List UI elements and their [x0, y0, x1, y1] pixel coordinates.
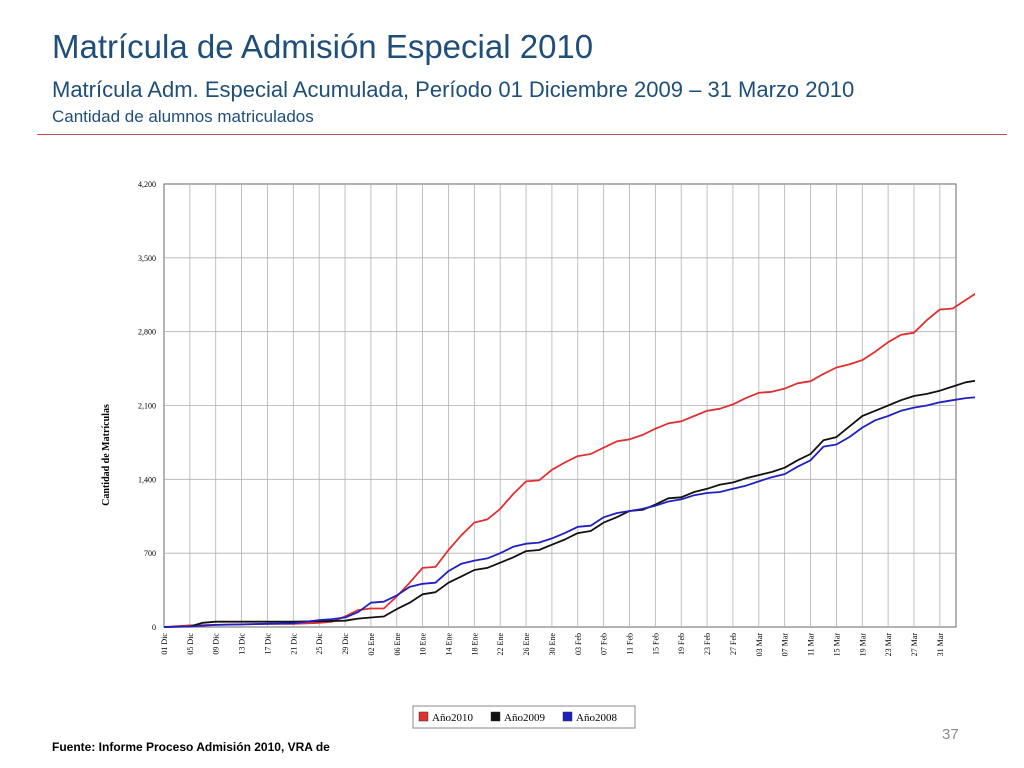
y-tick-labels: 0 700 1,400 2,100 2,800 3,500 4,200: [138, 180, 156, 632]
x-tick-label: 03 Mar: [755, 633, 764, 657]
x-tick-label: 15 Mar: [832, 633, 841, 657]
x-tick-label: 07 Mar: [781, 633, 790, 657]
x-tick-label: 02 Ene: [367, 633, 376, 656]
x-tick-labels: 01 Dic 05 Dic 09 Dic 13 Dic 17 Dic 21 Dic 25 D…: [160, 633, 945, 657]
enrollment-line-chart: Cantidad de Matrículas 0 700 1,400 2,100 2,8…: [101, 180, 975, 729]
y-tick-label: 2,800: [138, 328, 156, 337]
legend-label: Año2009: [504, 712, 545, 724]
x-tick-label: 29 Dic: [341, 633, 350, 655]
x-tick-label: 30 Ene: [548, 633, 557, 656]
slide-title: Matrícula de Admisión Especial 2010: [52, 28, 594, 65]
legend-label: Año2008: [576, 712, 617, 724]
x-tick-label: 09 Dic: [212, 633, 221, 655]
x-tick-label: 03 Feb: [574, 633, 583, 655]
slide-caption: Cantidad de alumnos matriculados: [52, 107, 314, 126]
series-line-año2008: [163, 396, 975, 628]
x-tick-label: 05 Dic: [186, 633, 195, 655]
x-tick-label: 13 Dic: [238, 633, 247, 655]
x-tick-label: 31 Mar: [936, 633, 945, 657]
x-tick-label: 25 Dic: [315, 633, 324, 655]
x-tick-label: 14 Ene: [444, 633, 453, 656]
y-tick-label: 2,100: [138, 402, 156, 411]
y-tick-label: 3,500: [138, 254, 156, 263]
x-tick-label: 21 Dic: [289, 633, 298, 655]
legend-label: Año2010: [432, 712, 473, 724]
x-tick-label: 11 Feb: [626, 633, 635, 655]
x-tick-label: 18 Ene: [470, 633, 479, 656]
legend-swatch: [562, 711, 573, 722]
chart-series-group: [163, 292, 975, 628]
y-tick-label: 700: [144, 549, 156, 558]
legend-box: [412, 705, 636, 729]
x-tick-label: 06 Ene: [393, 633, 402, 656]
x-tick-label: 15 Feb: [651, 633, 660, 655]
y-tick-label: 1,400: [138, 475, 156, 484]
x-tick-label: 27 Mar: [910, 633, 919, 657]
header-divider: [37, 134, 1007, 135]
x-tick-label: 17 Dic: [263, 633, 272, 655]
x-tick-label: 19 Mar: [858, 633, 867, 657]
x-tick-label: 23 Feb: [703, 633, 712, 655]
y-tick-label: 4,200: [138, 180, 156, 189]
y-axis-title-group: Cantidad de Matrículas: [101, 404, 112, 506]
x-tick-label: 19 Feb: [677, 633, 686, 655]
x-tick-label: 10 Ene: [419, 633, 428, 656]
x-tick-label: 26 Ene: [522, 633, 531, 656]
x-tick-label: 22 Ene: [496, 633, 505, 656]
chart-grid: [163, 183, 957, 628]
series-line-año2010: [163, 292, 975, 628]
page-number: 37: [942, 726, 959, 743]
y-axis-title: Cantidad de Matrículas: [101, 404, 112, 506]
x-tick-label: 07 Feb: [600, 633, 609, 655]
chart-legend: Año2010 Año2009 Año2008: [412, 705, 636, 729]
x-tick-label: 27 Feb: [729, 633, 738, 655]
y-tick-label: 0: [152, 623, 156, 632]
legend-swatch: [490, 711, 501, 722]
source-note: Fuente: Informe Proceso Admisión 2010, V…: [52, 740, 330, 754]
slide-subtitle: Matrícula Adm. Especial Acumulada, Perío…: [52, 77, 855, 102]
x-tick-label: 23 Mar: [884, 633, 893, 657]
x-tick-label: 01 Dic: [160, 633, 169, 655]
series-line-año2009: [163, 379, 975, 628]
x-tick-label: 11 Mar: [807, 633, 816, 656]
legend-swatch: [418, 711, 429, 722]
